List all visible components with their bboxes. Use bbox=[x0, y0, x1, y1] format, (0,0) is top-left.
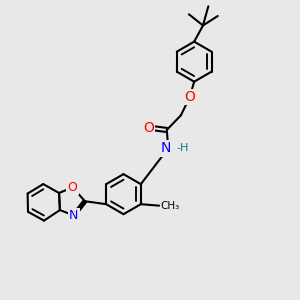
Text: -H: -H bbox=[176, 143, 189, 153]
Text: O: O bbox=[68, 181, 77, 194]
Text: CH₃: CH₃ bbox=[160, 201, 179, 211]
Text: N: N bbox=[161, 141, 171, 155]
Text: O: O bbox=[143, 121, 154, 135]
Text: O: O bbox=[184, 90, 195, 104]
Text: N: N bbox=[69, 209, 79, 222]
